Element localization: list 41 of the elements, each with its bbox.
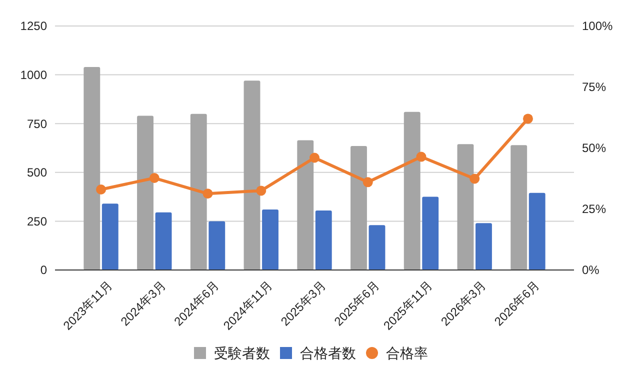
bar — [422, 196, 439, 270]
bar — [84, 66, 100, 270]
y-tick-label: 0 — [40, 263, 48, 278]
y2-tick-label: 25% — [582, 202, 606, 216]
bar — [528, 192, 546, 270]
bar — [404, 112, 420, 270]
bar — [155, 212, 172, 270]
bar — [315, 210, 332, 270]
bar — [510, 145, 528, 270]
y-tick-label: 750 — [26, 116, 48, 131]
y2-tick-label: 100% — [582, 19, 614, 34]
y2-tick-label: 75% — [582, 80, 606, 94]
bar — [297, 140, 314, 270]
point — [522, 114, 533, 124]
point — [416, 152, 426, 162]
bar — [244, 80, 260, 270]
bar — [350, 146, 367, 270]
y-tick-label: 1250 — [20, 19, 48, 34]
point — [310, 152, 320, 163]
point — [362, 177, 373, 188]
y-tick-label: 250 — [26, 214, 48, 228]
point — [470, 174, 480, 184]
point — [96, 184, 106, 194]
bar — [137, 116, 154, 270]
point — [149, 173, 160, 184]
bar — [208, 221, 226, 270]
legend-label: 受験者数 — [214, 344, 270, 361]
bar — [190, 114, 207, 270]
y-tick-label: 1000 — [20, 68, 48, 82]
bar — [368, 225, 386, 270]
bar — [457, 144, 474, 270]
y-tick-label: 500 — [26, 166, 48, 180]
bar — [476, 223, 492, 270]
point — [256, 186, 266, 196]
bar — [102, 204, 118, 270]
y2-tick-label: 0% — [582, 263, 600, 278]
legend-label: 合格者数 — [300, 344, 356, 361]
legend-label: 合格率 — [386, 344, 428, 361]
point — [202, 188, 213, 199]
y2-tick-label: 50% — [582, 141, 606, 156]
bar — [262, 209, 278, 270]
